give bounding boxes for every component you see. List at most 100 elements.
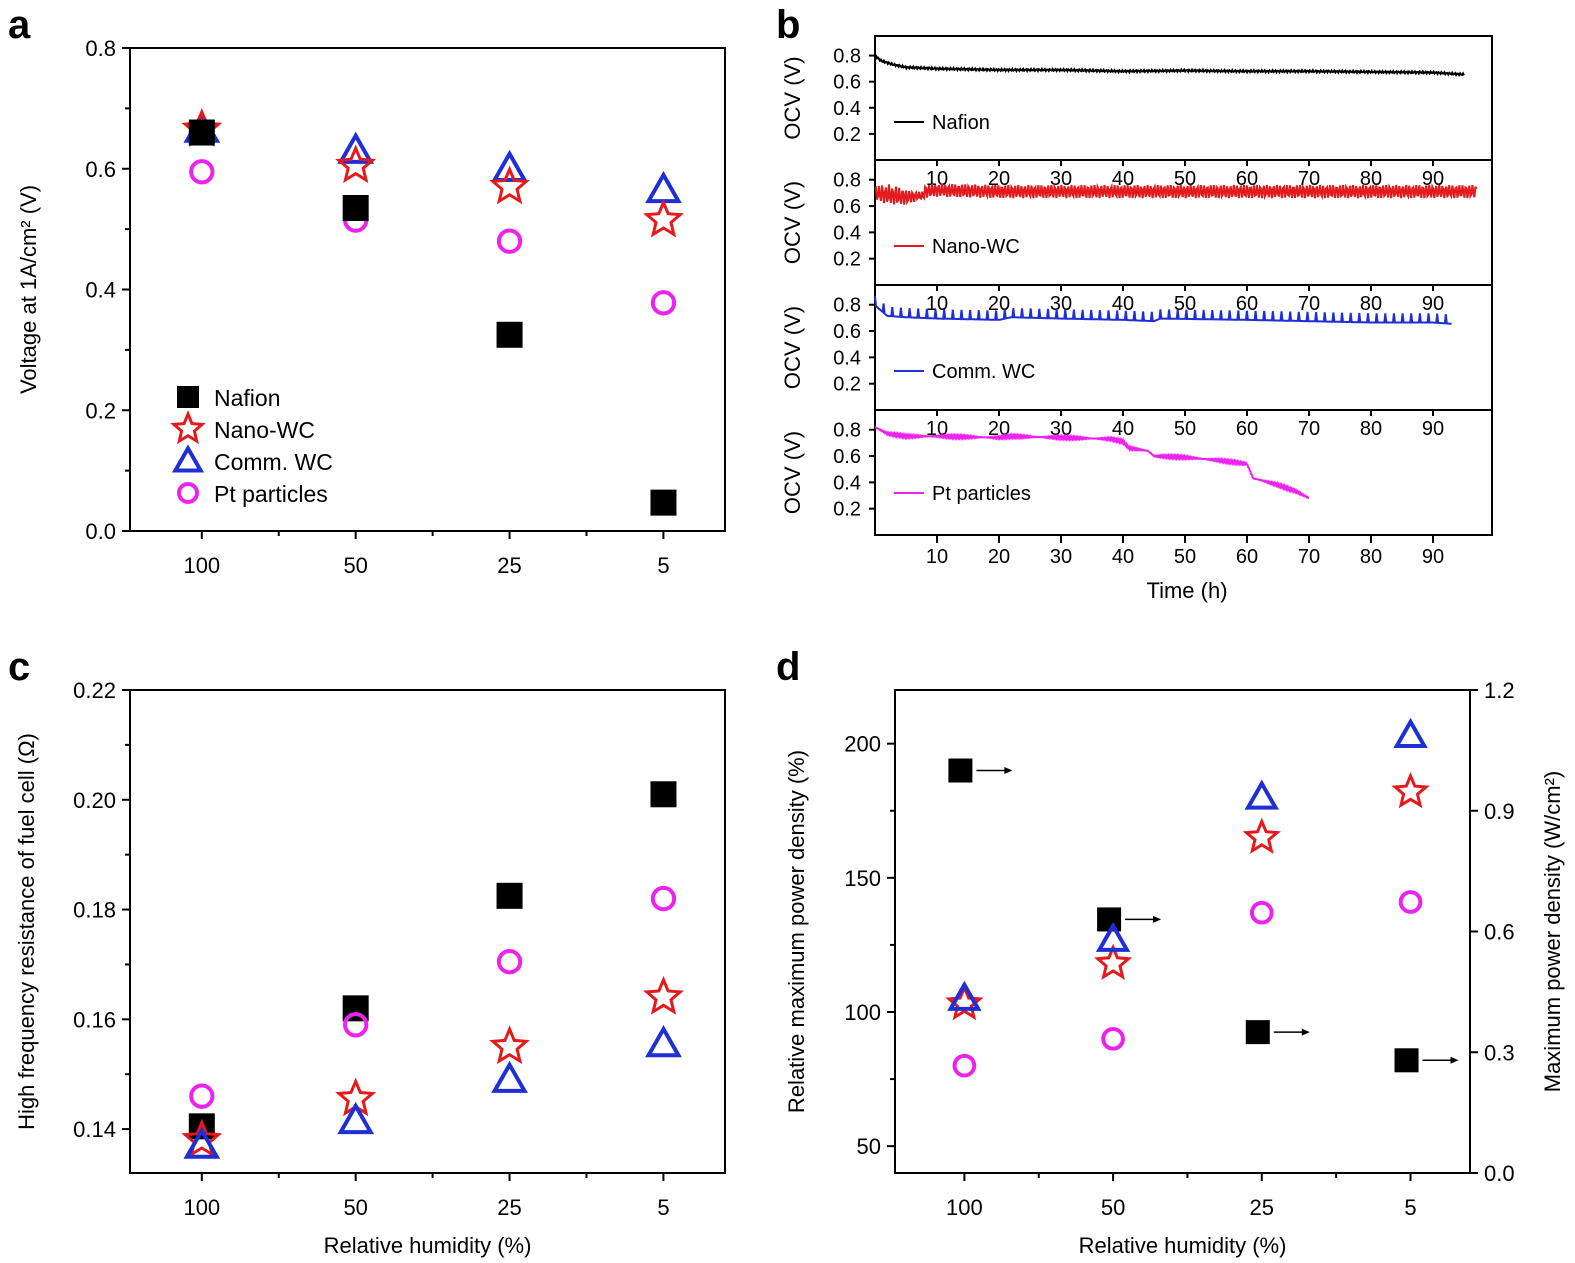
- y-tick-label: 200: [844, 732, 881, 757]
- data-point-triangle: [645, 1025, 682, 1058]
- arrow-head: [1450, 1056, 1459, 1064]
- arrow-head: [1153, 915, 1162, 923]
- y-tick-label: 0.4: [833, 98, 861, 120]
- y-tick-label: 150: [844, 866, 881, 891]
- x-tick-label: 50: [1174, 546, 1196, 568]
- panel-d: 100 50 25 5 50 100 150 200 Relative maximum powe…: [784, 678, 1565, 1258]
- y-tick-label: 0.6: [833, 72, 861, 94]
- data-point-circle: [189, 159, 215, 185]
- data-point-triangle: [1393, 717, 1428, 748]
- data-point-star: [1242, 817, 1281, 854]
- data-point-circle: [1101, 1026, 1125, 1051]
- data-point-square: [1394, 1048, 1419, 1073]
- x-tick-label: 60: [1236, 546, 1258, 568]
- x-tick-label: 50: [1174, 293, 1196, 315]
- x-tick-label: 80: [1360, 418, 1382, 440]
- x-tick-label: 5: [657, 553, 669, 578]
- data-point-circle: [1249, 900, 1274, 925]
- data-point-triangle: [1095, 921, 1131, 952]
- x-tick-label: 50: [343, 1195, 367, 1220]
- x-tick-label: 5: [1404, 1195, 1416, 1220]
- x-tick-label: 90: [1422, 168, 1444, 190]
- x-tick-label: 60: [1236, 418, 1258, 440]
- data-point-square: [650, 489, 677, 516]
- y-tick-label: 0.20: [73, 788, 116, 813]
- legend-label: Nano-WC: [214, 417, 315, 443]
- legend-marker-square: [177, 386, 199, 408]
- data-point-square: [342, 194, 369, 221]
- panel-a: 100 50 25 5 0.0 0.2 0.4 0.6 0.8 Voltage at 1A/cm²…: [16, 36, 726, 578]
- x-tick-label: 25: [497, 553, 521, 578]
- y-tick-label: 0.6: [85, 157, 116, 182]
- x-tick-label: 70: [1298, 418, 1320, 440]
- x-axis-label: Relative humidity (%): [1079, 1233, 1287, 1258]
- x-tick-label: 80: [1360, 168, 1382, 190]
- x-tick-label: 40: [1112, 168, 1134, 190]
- x-tick-label: 90: [1422, 293, 1444, 315]
- panel-letter-a: a: [8, 3, 31, 47]
- x-tick-label: 50: [343, 553, 367, 578]
- data-point-circle: [343, 1012, 369, 1038]
- x-axis-label: Time (h): [1146, 578, 1227, 603]
- x-tick-label: 80: [1360, 546, 1382, 568]
- ocv-series-line: [874, 296, 1452, 325]
- y-right-tick-label: 1.2: [1484, 678, 1515, 703]
- y-right-tick-label: 0.6: [1484, 920, 1515, 945]
- x-tick-label: 20: [988, 168, 1010, 190]
- y-axis-label: OCV (V): [780, 431, 805, 514]
- panel-b: 0.2 0.4 0.6 0.8 OCV (V) Nafion 0.2 0.4 0.6 0.8 OCV…: [780, 35, 1493, 603]
- y-tick-label: 0.2: [833, 374, 861, 396]
- data-point-square: [650, 781, 677, 808]
- data-point-circle: [496, 949, 523, 975]
- data-point-circle: [496, 228, 523, 254]
- y-tick-label: 0.8: [833, 170, 861, 192]
- x-tick-label: 70: [1298, 546, 1320, 568]
- x-axis-label: Relative humidity (%): [324, 1233, 532, 1258]
- y-tick-label: 0.6: [833, 196, 861, 218]
- data-point-square: [496, 882, 523, 909]
- y-tick-label: 0.4: [833, 347, 861, 369]
- panel-letter-b: b: [776, 3, 800, 47]
- legend-label: Pt particles: [932, 483, 1031, 505]
- y-axis-label: Voltage at 1A/cm² (V): [16, 185, 41, 394]
- data-point-triangle: [491, 1060, 528, 1093]
- plot-frame: [129, 689, 726, 1174]
- legend-label: Nano-WC: [932, 236, 1020, 258]
- x-tick-label: 90: [1422, 418, 1444, 440]
- y-tick-label: 0.2: [833, 499, 861, 521]
- x-tick-label: 80: [1360, 293, 1382, 315]
- x-tick-label: 50: [1101, 1195, 1125, 1220]
- x-tick-label: 40: [1112, 418, 1134, 440]
- y-right-axis-label: Maximum power density (W/cm²): [1540, 771, 1565, 1092]
- panel-letter-d: d: [776, 645, 800, 689]
- x-tick-label: 40: [1112, 546, 1134, 568]
- y-tick-label: 0.0: [85, 519, 116, 544]
- x-tick-label: 25: [1250, 1195, 1274, 1220]
- data-point-star: [643, 975, 684, 1015]
- ocv-series-line: [875, 54, 1465, 78]
- y-tick-label: 0.8: [833, 295, 861, 317]
- panel-c: 100 50 25 5 0.14 0.16 0.18 0.20 0.22 High frequen…: [14, 678, 726, 1258]
- arrow-head: [1301, 1028, 1310, 1036]
- y-tick-label: 0.16: [73, 1007, 116, 1032]
- y-tick-label: 0.4: [833, 472, 861, 494]
- y-tick-label: 0.18: [73, 898, 116, 923]
- data-point-square: [948, 758, 973, 783]
- x-tick-label: 50: [1174, 418, 1196, 440]
- data-point-star: [181, 1118, 223, 1158]
- x-tick-label: 100: [946, 1195, 983, 1220]
- x-tick-label: 70: [1298, 293, 1320, 315]
- data-point-triangle: [337, 131, 375, 164]
- legend-label: Nafion: [214, 385, 280, 411]
- x-tick-label: 50: [1174, 168, 1196, 190]
- y-axis-label: OCV (V): [780, 306, 805, 389]
- arrow-head: [1004, 767, 1013, 774]
- data-point-circle: [1398, 890, 1423, 914]
- data-point-circle: [650, 290, 677, 316]
- data-point-triangle: [645, 170, 682, 204]
- subplot-frame: [874, 409, 1493, 536]
- x-tick-label: 30: [1050, 546, 1072, 568]
- data-point-star: [643, 198, 684, 238]
- y-tick-label: 0.2: [833, 249, 861, 271]
- y-tick-label: 0.22: [73, 678, 116, 703]
